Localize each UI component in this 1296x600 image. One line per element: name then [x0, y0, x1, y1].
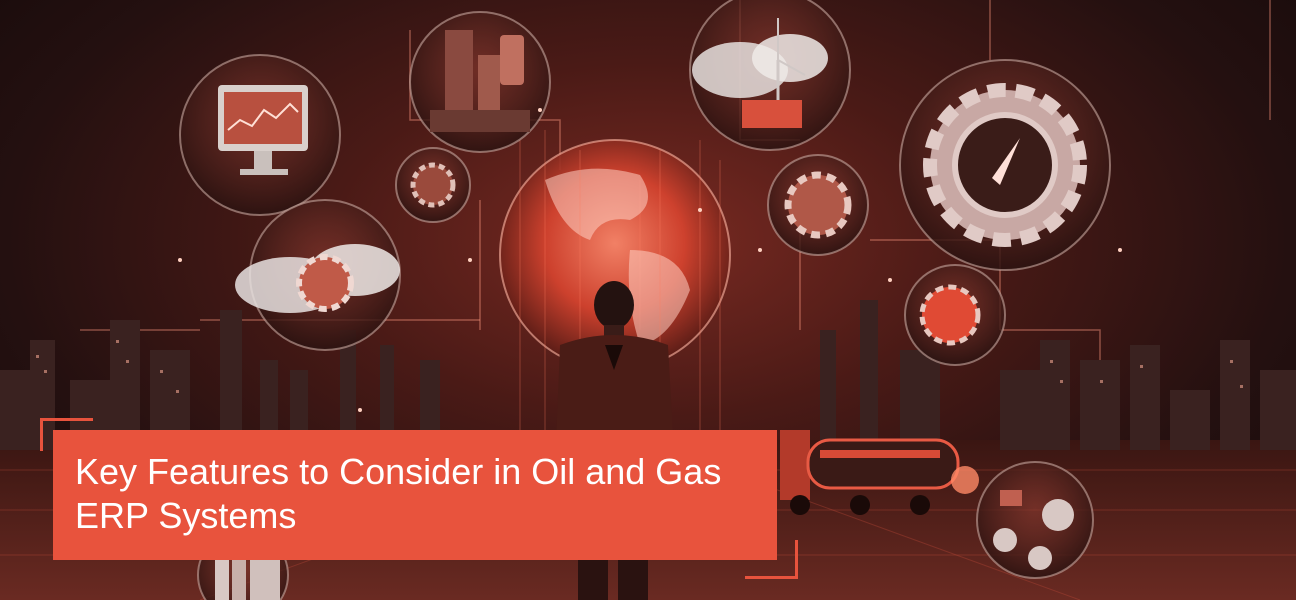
- energy-globe-icon: [904, 264, 1006, 366]
- controls-bubble-icon: [976, 461, 1094, 579]
- globe-icon: [499, 139, 731, 371]
- page-title: Key Features to Consider in Oil and Gas …: [75, 451, 722, 536]
- oil-rig-icon: [409, 11, 551, 153]
- gear-compass-icon: [899, 59, 1111, 271]
- title-banner: Key Features to Consider in Oil and Gas …: [53, 430, 777, 560]
- corner-accent-top-left: [40, 418, 93, 451]
- refinery-skyline-icon: [0, 300, 1296, 450]
- wind-turbine-cloud-icon: [689, 0, 851, 151]
- cloud-gear-icon: [235, 199, 401, 351]
- tanker-truck-icon: [780, 430, 979, 515]
- machinery-gear-icon: [395, 147, 869, 256]
- monitor-icon: [179, 54, 341, 216]
- corner-accent-bottom-right: [745, 540, 798, 579]
